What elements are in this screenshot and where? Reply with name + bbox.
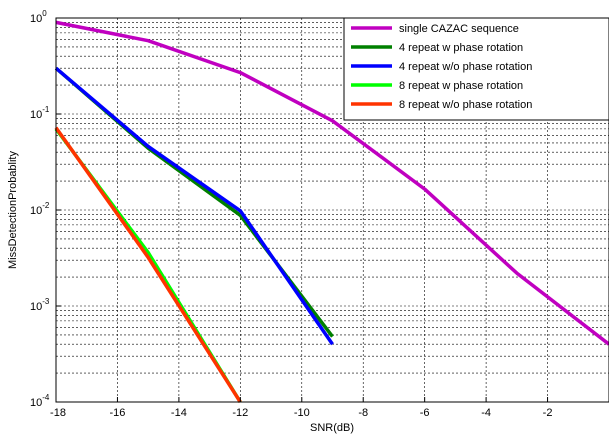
- x-tick-label: -16: [109, 407, 125, 419]
- legend-label-5: 8 repeat w/o phase rotation: [399, 99, 532, 111]
- x-tick-label: -12: [232, 407, 248, 419]
- x-tick-label: -2: [543, 407, 553, 419]
- y-tick-label: 10-4: [30, 393, 50, 409]
- y-tick-label: 10-3: [30, 297, 50, 313]
- legend-label-3: 4 repeat w/o phase rotation: [399, 61, 532, 73]
- series-line-5: [54, 126, 242, 403]
- y-axis-ticks: 10-4 10-3 10-2 10-1 100: [30, 9, 61, 409]
- y-tick-label: 10-2: [30, 201, 50, 217]
- series-lines: [54, 20, 609, 403]
- x-tick-label: -18: [50, 407, 66, 419]
- x-tick-label: -14: [171, 407, 187, 419]
- legend-label-1: single CAZAC sequence: [399, 23, 519, 35]
- series-line-3: [54, 66, 334, 346]
- y-axis-label: MissDetectionProbablity: [7, 151, 19, 269]
- y-tick-label: 100: [30, 9, 47, 25]
- x-axis-ticks: -18 -16 -14 -12 -10 -8 -6 -4 -2: [50, 397, 552, 419]
- x-axis-label: SNR(dB): [310, 422, 354, 434]
- legend-label-4: 8 repeat w phase rotation: [399, 80, 523, 92]
- legend: single CAZAC sequence 4 repeat w phase ro…: [343, 17, 609, 121]
- legend-label-2: 4 repeat w phase rotation: [399, 42, 523, 54]
- x-tick-label: -6: [420, 407, 430, 419]
- x-tick-label: -8: [358, 407, 368, 419]
- x-tick-label: -4: [481, 407, 491, 419]
- x-tick-label: -10: [294, 407, 310, 419]
- y-tick-label: 10-1: [30, 105, 50, 121]
- series-line-1: [55, 20, 609, 346]
